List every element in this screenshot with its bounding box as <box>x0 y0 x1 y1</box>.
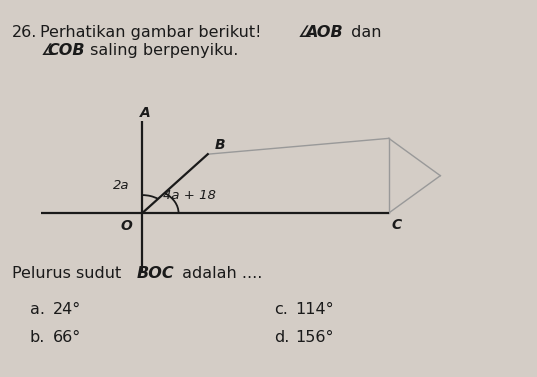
Text: saling berpenyiku.: saling berpenyiku. <box>85 43 238 58</box>
Text: AOB: AOB <box>305 25 343 40</box>
Text: Perhatikan gambar berikut!: Perhatikan gambar berikut! <box>40 25 267 40</box>
Text: c.: c. <box>274 302 288 317</box>
Text: BOC: BOC <box>137 266 175 281</box>
Text: 66°: 66° <box>53 330 81 345</box>
Text: d.: d. <box>274 330 289 345</box>
Text: Pelurus sudut: Pelurus sudut <box>12 266 126 281</box>
Text: 24°: 24° <box>53 302 81 317</box>
Text: b.: b. <box>30 330 45 345</box>
Text: C: C <box>391 218 402 231</box>
Text: A: A <box>140 106 150 120</box>
Text: ∠: ∠ <box>40 43 55 58</box>
Text: 114°: 114° <box>295 302 334 317</box>
Text: COB: COB <box>47 43 85 58</box>
Text: 26.: 26. <box>12 25 37 40</box>
Text: 156°: 156° <box>295 330 334 345</box>
Text: ∠: ∠ <box>298 25 313 40</box>
Text: 4a + 18: 4a + 18 <box>163 189 215 202</box>
Text: dan: dan <box>346 25 382 40</box>
Text: a.: a. <box>30 302 45 317</box>
Text: B: B <box>214 138 225 152</box>
Text: adalah ....: adalah .... <box>177 266 263 281</box>
Text: 2a: 2a <box>113 179 129 192</box>
Text: O: O <box>121 219 133 233</box>
